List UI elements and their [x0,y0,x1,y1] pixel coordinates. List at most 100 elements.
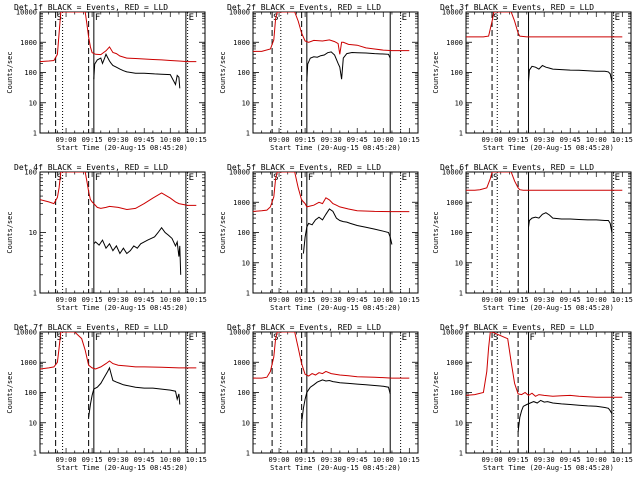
series-lld-line [466,12,623,38]
x-tick-label: 09:45 [560,456,581,464]
y-tick-label: 10 [29,99,37,107]
series-group [253,12,410,82]
chart-title: Det 3f BLACK = Events, RED = LLD [440,3,594,12]
y-axis-label: Counts/sec [219,211,227,253]
series-events-line [528,64,613,82]
chart-panel-1: Det 1f BLACK = Events, RED = LLD10000100… [6,3,207,152]
series-group [466,172,623,233]
x-axis-label: Start Time (20-Aug-15 08:45:20) [483,144,614,152]
region-letter: E [402,173,407,183]
series-lld-line [40,172,197,211]
y-tick-label: 100 [237,69,250,77]
chart-panel-6: Det 6f BLACK = Events, RED = LLD10000100… [432,163,633,312]
x-tick-label: 09:30 [534,136,555,144]
region-letter: F [95,333,100,343]
plot-frame [465,331,632,454]
region-letter: F [95,173,100,183]
y-tick-label: 10 [29,419,37,427]
x-tick-label: 10:00 [373,456,394,464]
chart-panel-8: Det 8f BLACK = Events, RED = LLD10000100… [219,323,420,472]
plot-frame [39,331,206,454]
region-letter: S [493,333,498,343]
y-tick-label: 1 [459,290,463,298]
x-tick-label: 09:45 [134,296,155,304]
x-axis-label: Start Time (20-Aug-15 08:45:20) [483,304,614,312]
plot-frame [39,11,206,134]
x-tick-label: 09:15 [508,456,529,464]
x-tick-label: 09:30 [321,136,342,144]
x-axis-label: Start Time (20-Aug-15 08:45:20) [57,144,188,152]
y-tick-label: 1 [33,130,37,138]
plot-frame [252,11,419,134]
x-tick-label: 09:00 [269,136,290,144]
x-tick-label: 09:15 [82,296,103,304]
y-tick-label: 1000 [446,359,463,367]
y-tick-label: 10 [242,99,250,107]
x-tick-label: 09:45 [134,456,155,464]
x-tick-label: 10:00 [160,296,181,304]
x-tick-label: 09:45 [560,136,581,144]
chart-title: Det 6f BLACK = Events, RED = LLD [440,163,594,172]
chart-panel-7: Det 7f BLACK = Events, RED = LLD10000100… [6,323,207,472]
region-letter: S [57,13,62,23]
x-tick-label: 10:00 [586,136,607,144]
y-axis-label: Counts/sec [6,51,14,93]
x-tick-label: 10:15 [186,296,207,304]
x-tick-label: 10:00 [160,456,181,464]
x-tick-label: 10:15 [399,296,420,304]
x-tick-label: 10:00 [586,456,607,464]
y-tick-label: 100 [24,389,37,397]
y-tick-label: 1 [246,290,250,298]
y-tick-label: 1000 [446,199,463,207]
x-tick-label: 10:00 [160,136,181,144]
y-tick-label: 10 [242,419,250,427]
series-group [466,12,623,82]
x-tick-label: 09:15 [295,456,316,464]
x-tick-label: 10:15 [186,136,207,144]
x-tick-label: 09:00 [482,296,503,304]
x-tick-label: 09:15 [82,456,103,464]
x-tick-label: 10:15 [186,456,207,464]
x-tick-label: 09:15 [82,136,103,144]
x-tick-label: 09:30 [321,296,342,304]
y-tick-label: 10 [242,259,250,267]
x-tick-label: 09:30 [321,456,342,464]
x-tick-label: 10:15 [612,456,633,464]
series-lld-line [40,332,197,370]
y-axis-label: Counts/sec [432,211,440,253]
series-group [40,332,197,418]
region-letter: S [57,173,62,183]
y-axis-label: Counts/sec [432,371,440,413]
x-tick-label: 09:30 [108,456,129,464]
x-tick-label: 10:00 [373,296,394,304]
y-tick-label: 10 [455,259,463,267]
x-tick-label: 09:00 [482,136,503,144]
y-tick-label: 1 [33,290,37,298]
y-tick-label: 100 [237,229,250,237]
series-group [253,332,410,423]
y-tick-label: 10000 [442,9,463,17]
y-tick-label: 1000 [233,199,250,207]
x-axis-label: Start Time (20-Aug-15 08:45:20) [483,464,614,472]
x-tick-label: 09:00 [56,136,77,144]
y-tick-label: 10000 [229,169,250,177]
x-tick-label: 09:30 [108,296,129,304]
series-group [466,332,623,432]
x-tick-label: 09:45 [560,296,581,304]
series-group [40,12,197,89]
y-tick-label: 1000 [233,359,250,367]
y-tick-label: 10000 [16,9,37,17]
y-tick-label: 100 [24,69,37,77]
x-axis-label: Start Time (20-Aug-15 08:45:20) [57,304,188,312]
x-axis-label: Start Time (20-Aug-15 08:45:20) [270,304,401,312]
chart-title: Det 8f BLACK = Events, RED = LLD [227,323,381,332]
series-events-line [88,366,181,418]
y-tick-label: 10000 [442,169,463,177]
y-tick-label: 10 [455,419,463,427]
y-axis-label: Counts/sec [6,371,14,413]
y-tick-label: 1000 [446,39,463,47]
plot-frame [252,331,419,454]
region-letter: E [615,13,620,23]
